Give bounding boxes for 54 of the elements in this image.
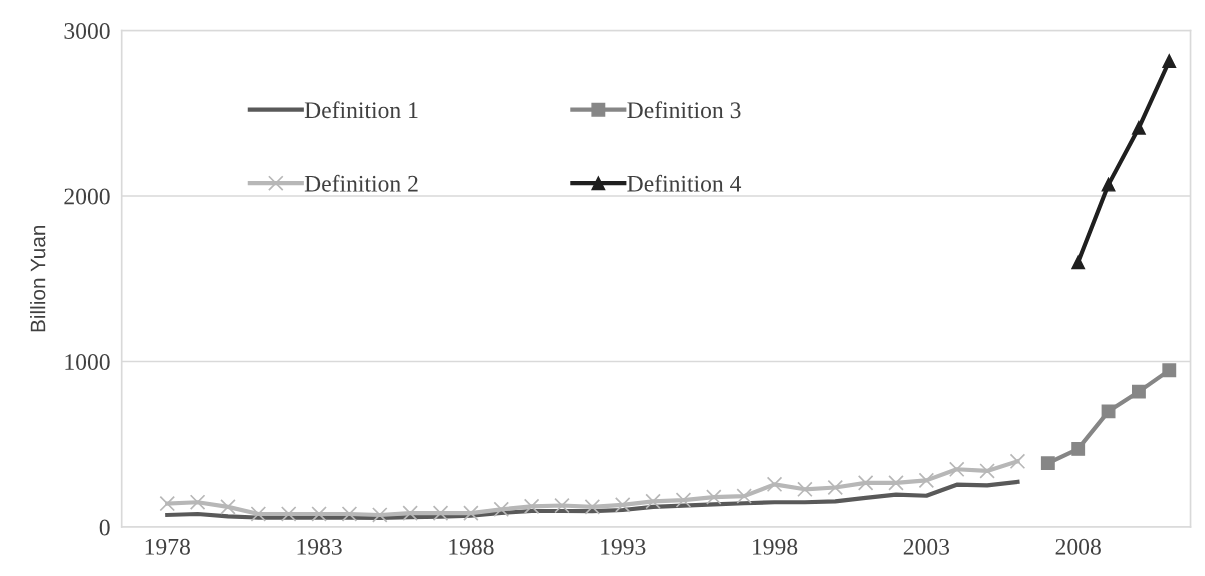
point <box>523 498 540 515</box>
point <box>675 492 692 508</box>
y-tick-label: 0 <box>99 519 110 536</box>
point <box>1101 177 1116 192</box>
x-tick-label: 1993 <box>601 538 646 555</box>
x-tick-label: 2003 <box>903 538 950 555</box>
y-tick-label: 2000 <box>64 188 110 205</box>
legend-label: Definition 4 <box>627 174 742 192</box>
point <box>1131 120 1146 135</box>
x-tick-label: 1978 <box>145 538 190 555</box>
point <box>280 506 297 522</box>
point <box>979 463 995 479</box>
point <box>189 494 206 510</box>
point <box>1162 54 1177 69</box>
point <box>1009 453 1026 470</box>
point <box>311 506 327 522</box>
point <box>1162 363 1177 378</box>
y-axis-title: Billion Yuan <box>30 225 46 332</box>
point <box>918 472 935 489</box>
legend-label: Definition 1 <box>304 101 418 119</box>
x-tick-label: 2008 <box>1055 538 1101 555</box>
point <box>341 506 358 522</box>
point <box>463 505 479 521</box>
point <box>493 501 510 518</box>
point <box>948 461 965 478</box>
point <box>1040 456 1055 471</box>
point <box>1071 441 1086 456</box>
point <box>402 505 418 521</box>
point <box>736 488 752 504</box>
y-tick-label: 3000 <box>64 23 110 39</box>
point <box>220 499 236 515</box>
point <box>888 475 904 491</box>
x-tick-label: 1988 <box>449 538 494 555</box>
point <box>159 495 176 512</box>
point <box>766 476 783 493</box>
point <box>614 497 631 513</box>
point <box>584 499 601 515</box>
point <box>857 475 874 491</box>
point <box>250 506 267 522</box>
point <box>554 497 570 514</box>
point <box>706 489 722 505</box>
point <box>1131 384 1146 399</box>
point <box>1071 255 1086 270</box>
point <box>645 493 661 510</box>
point <box>432 505 449 521</box>
legend-label: Definition 3 <box>627 101 741 119</box>
point <box>1101 404 1116 419</box>
legend-label: Definition 2 <box>304 174 418 192</box>
y-tick-label: 1000 <box>65 354 110 370</box>
x-tick-label: 1998 <box>753 538 798 555</box>
point <box>372 507 388 523</box>
point <box>827 479 844 496</box>
point <box>797 481 813 498</box>
x-tick-label: 1983 <box>297 538 342 555</box>
